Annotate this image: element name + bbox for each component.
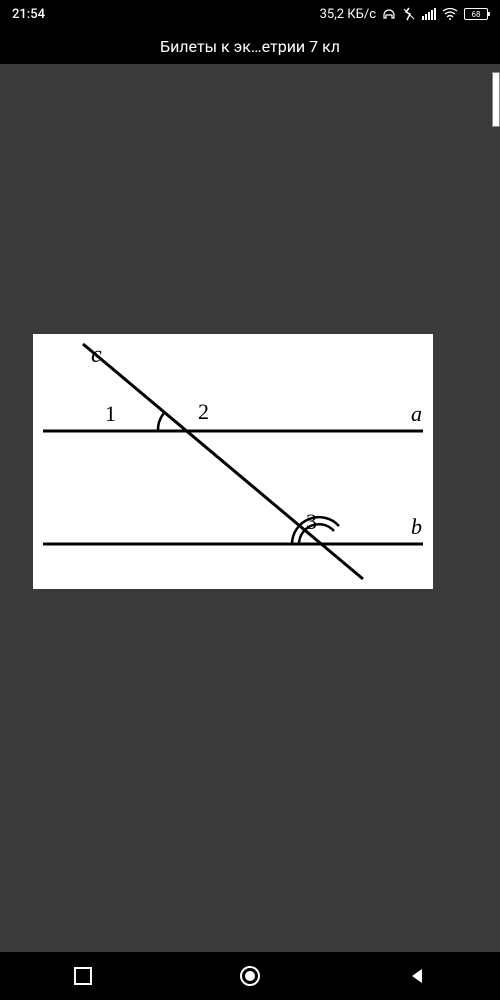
- label-b: b: [411, 514, 422, 539]
- wifi-icon: [442, 8, 458, 20]
- vibrate-icon: [402, 7, 416, 21]
- angle-label-2: 2: [198, 399, 209, 424]
- angle-label-1: 1: [105, 401, 116, 426]
- status-icons: 35,2 КБ/с 68: [320, 7, 488, 22]
- recent-apps-button[interactable]: [43, 952, 123, 1000]
- geometry-diagram: c a b 1 2 3: [33, 334, 433, 589]
- angle-arc-1: [158, 413, 164, 431]
- signal-icon: [422, 8, 436, 20]
- headphones-icon: [382, 7, 396, 21]
- angle-label-3: 3: [306, 509, 317, 534]
- status-time: 21:54: [12, 7, 45, 22]
- page-title: Билеты к эк…етрии 7 кл: [160, 37, 340, 56]
- data-rate: 35,2 КБ/с: [320, 7, 376, 22]
- battery-percent: 68: [472, 10, 481, 19]
- scroll-indicator[interactable]: [492, 72, 500, 127]
- label-a: a: [411, 401, 422, 426]
- navigation-bar: [0, 952, 500, 1000]
- app-header: Билеты к эк…етрии 7 кл: [0, 28, 500, 64]
- status-bar: 21:54 35,2 КБ/с 68: [0, 0, 500, 28]
- back-button[interactable]: [377, 952, 457, 1000]
- label-c: c: [91, 342, 102, 368]
- battery-icon: 68: [464, 8, 488, 20]
- content-area[interactable]: c a b 1 2 3: [0, 64, 500, 952]
- home-button[interactable]: [210, 952, 290, 1000]
- diagram-svg: c a b 1 2 3: [33, 334, 433, 589]
